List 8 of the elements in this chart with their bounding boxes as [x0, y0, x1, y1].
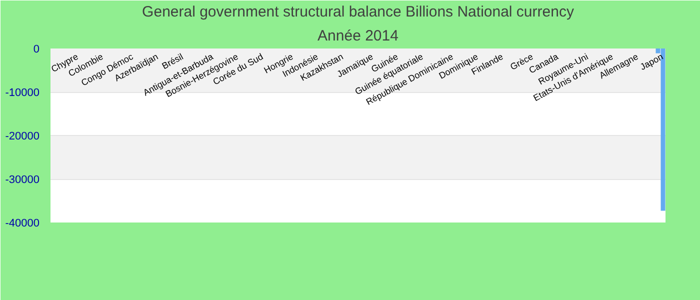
- chart-title: General government structural balance Billions National currency: [142, 4, 574, 20]
- y-tick-label: 0: [33, 44, 40, 56]
- chart-subtitle: Année 2014: [318, 28, 398, 44]
- x-tick-label: Japon: [638, 51, 665, 72]
- y-tick-label: -30000: [5, 174, 40, 186]
- y-tick-label: -40000: [5, 218, 40, 230]
- y-tick-label: -10000: [5, 87, 40, 99]
- y-tick-label: -20000: [5, 130, 40, 142]
